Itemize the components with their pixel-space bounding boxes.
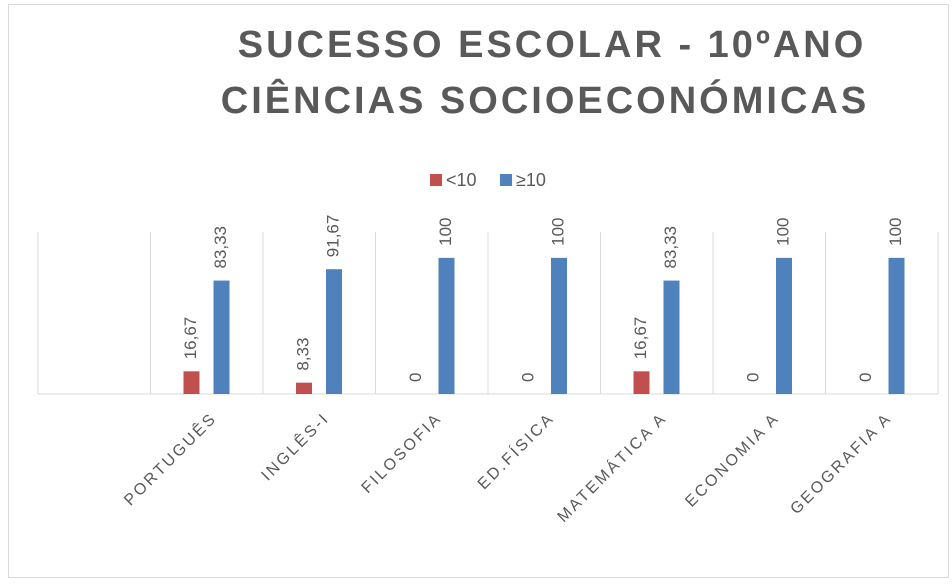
legend-swatch [500,174,512,186]
data-label: 83,33 [661,226,680,269]
data-label: 16,67 [631,317,650,360]
bar [663,280,680,394]
bar [296,382,312,394]
data-label: 91,67 [323,215,342,258]
legend-label: <10 [446,170,477,190]
data-label: 0 [856,373,875,382]
data-label: 0 [406,373,425,382]
data-label: 16,67 [181,317,200,360]
data-label: 0 [518,373,537,382]
data-label: 100 [773,217,792,245]
bar [183,371,200,394]
data-label: 83,33 [211,226,230,269]
chart-title: CIÊNCIAS SOCIOECONÓMICAS [221,78,869,122]
bar [326,269,342,394]
bar [213,280,230,394]
data-label: 8,33 [293,338,312,371]
bar [438,257,455,394]
bar [776,257,792,394]
chart-title: SUCESSO ESCOLAR - 10ºANO [238,24,867,66]
data-label: 100 [886,217,905,245]
bar [888,257,905,394]
data-label: 100 [548,217,567,245]
bar [551,257,567,394]
bar [633,371,650,394]
legend-swatch [430,174,442,186]
data-label: 0 [743,373,762,382]
legend-label: ≥10 [516,170,546,190]
data-label: 100 [436,217,455,245]
